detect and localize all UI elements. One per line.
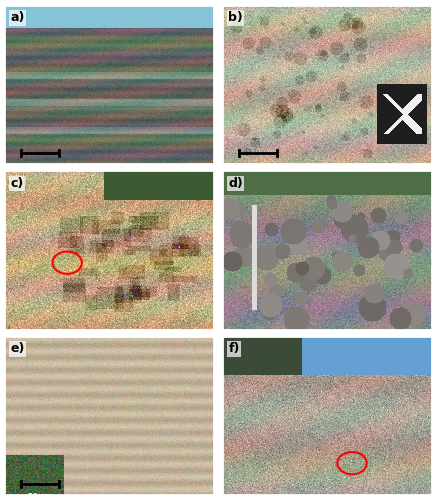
Text: e): e) <box>10 342 25 355</box>
Text: c): c) <box>10 177 24 190</box>
Text: 44 cm: 44 cm <box>246 162 270 168</box>
Text: 50 cm: 50 cm <box>28 494 52 500</box>
Text: b): b) <box>228 12 243 24</box>
Text: a): a) <box>10 12 25 24</box>
Text: f): f) <box>228 342 240 355</box>
Text: 50 cm: 50 cm <box>28 162 52 168</box>
Text: d): d) <box>228 177 243 190</box>
